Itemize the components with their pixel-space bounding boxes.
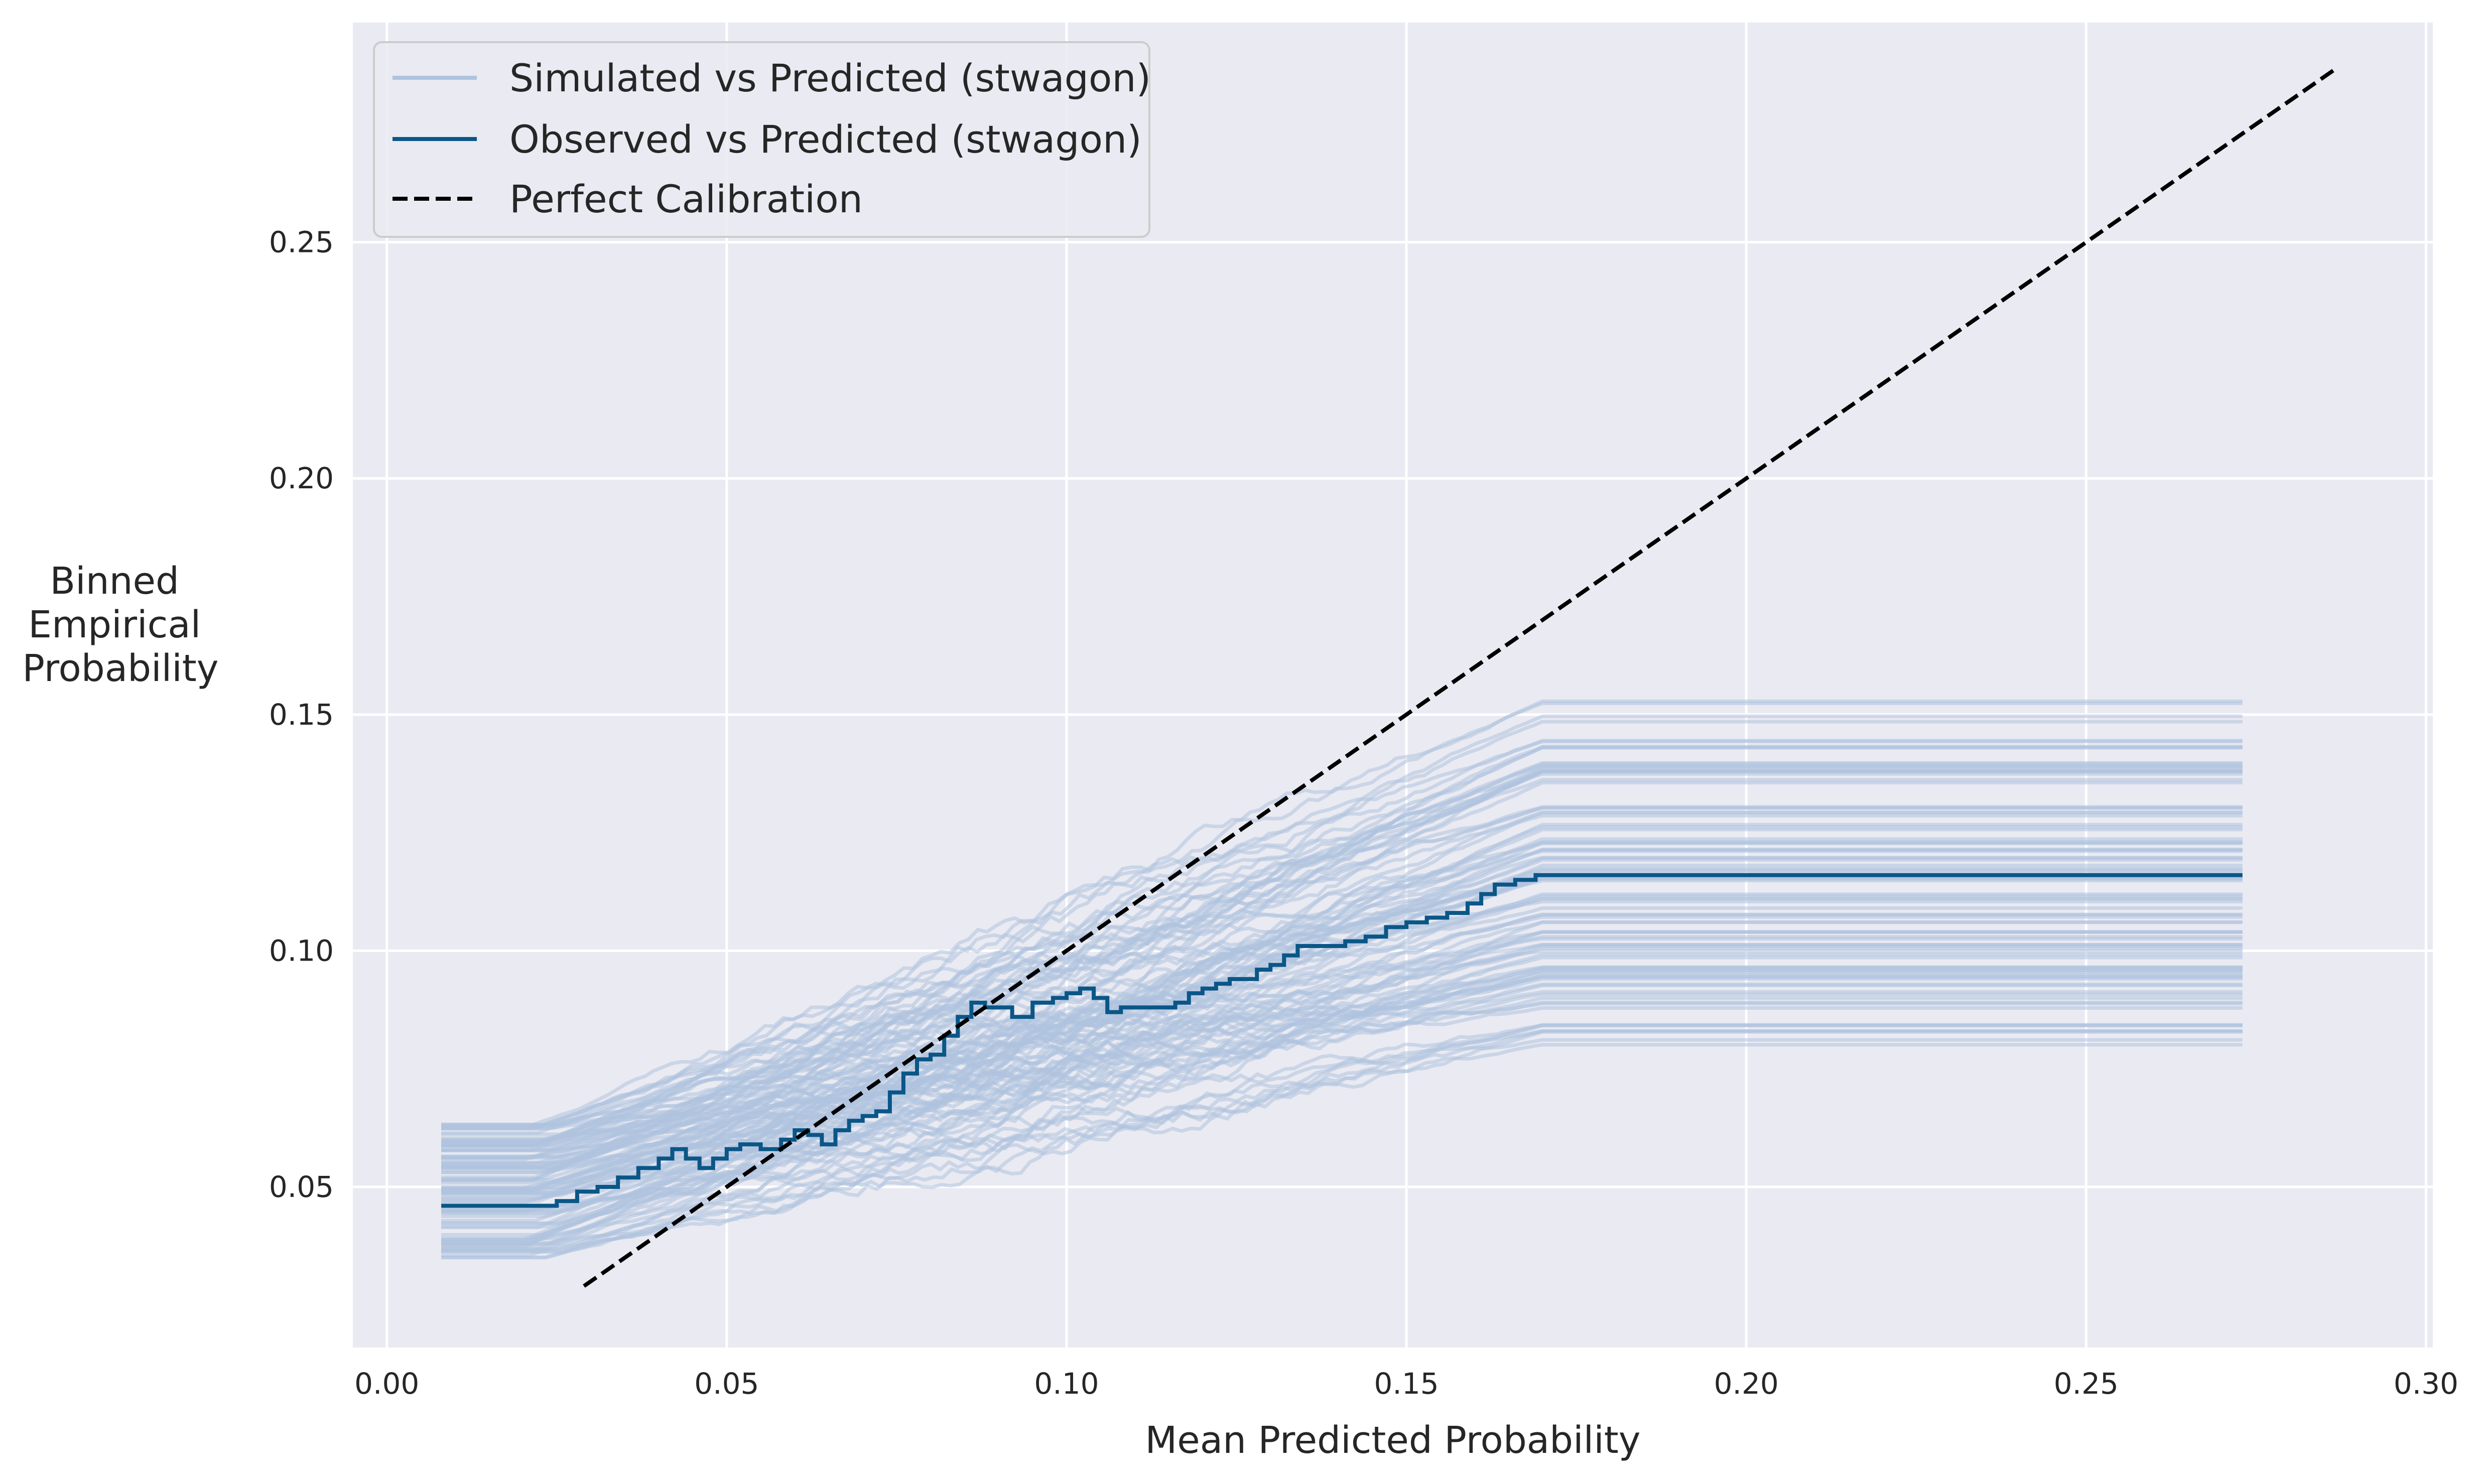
y-axis-label-line: Probability	[22, 647, 218, 690]
x-tick-label: 0.10	[1034, 1367, 1099, 1401]
y-tick-label: 0.25	[269, 225, 334, 259]
simulated-line	[441, 967, 2243, 1174]
legend-perfect-label: Perfect Calibration	[509, 177, 863, 221]
simulated-line	[441, 1002, 2243, 1153]
simulated-line	[441, 937, 2243, 1143]
y-tick-label: 0.20	[269, 461, 334, 495]
simulated-line	[441, 956, 2243, 1169]
x-tick-labels: 0.00 0.05 0.10 0.15 0.20 0.25 0.30	[354, 1367, 2458, 1401]
perfect-calibration-line	[583, 66, 2339, 1288]
observed-line	[441, 873, 2243, 1208]
perfect-calibration-group	[583, 66, 2339, 1288]
y-axis-label: Binned Empirical Probability	[22, 560, 218, 690]
y-tick-label: 0.05	[269, 1170, 334, 1204]
simulated-line	[441, 699, 2243, 1135]
y-tick-labels: 0.05 0.10 0.15 0.20 0.25	[269, 225, 334, 1204]
simulated-line	[441, 764, 2243, 1182]
y-axis-label-line: Binned	[50, 560, 179, 603]
legend: Simulated vs Predicted (stwagon) Observe…	[373, 41, 1151, 238]
x-tick-label: 0.00	[354, 1367, 419, 1401]
observed-line-group	[441, 873, 2243, 1208]
simulated-line	[441, 768, 2243, 1194]
simulated-line	[441, 913, 2243, 1165]
y-tick-label: 0.10	[269, 933, 334, 968]
simulated-line	[441, 953, 2243, 1225]
simulated-line	[441, 702, 2243, 1147]
simulated-lines-group	[441, 699, 2243, 1260]
simulated-line	[441, 739, 2243, 1128]
y-tick-label: 0.15	[269, 698, 334, 732]
x-tick-label: 0.15	[1374, 1367, 1439, 1401]
simulated-line	[441, 1030, 2243, 1253]
simulated-line	[441, 1029, 2243, 1212]
legend-box	[373, 41, 1150, 238]
simulated-line	[441, 814, 2243, 1148]
simulated-line	[441, 746, 2243, 1148]
x-tick-label: 0.25	[2054, 1367, 2119, 1401]
legend-observed-label: Observed vs Predicted (stwagon)	[509, 117, 1142, 162]
x-axis-label: Mean Predicted Probability	[1145, 1419, 1640, 1462]
simulated-line	[441, 944, 2243, 1259]
simulated-line	[441, 1023, 2243, 1260]
simulated-line	[441, 714, 2243, 1179]
x-tick-label: 0.05	[694, 1367, 759, 1401]
simulated-line	[441, 805, 2243, 1142]
legend-simulated-label: Simulated vs Predicted (stwagon)	[509, 56, 1151, 100]
x-tick-label: 0.30	[2394, 1367, 2458, 1401]
y-axis-label-line: Empirical	[28, 603, 201, 646]
x-tick-label: 0.20	[1714, 1367, 1779, 1401]
